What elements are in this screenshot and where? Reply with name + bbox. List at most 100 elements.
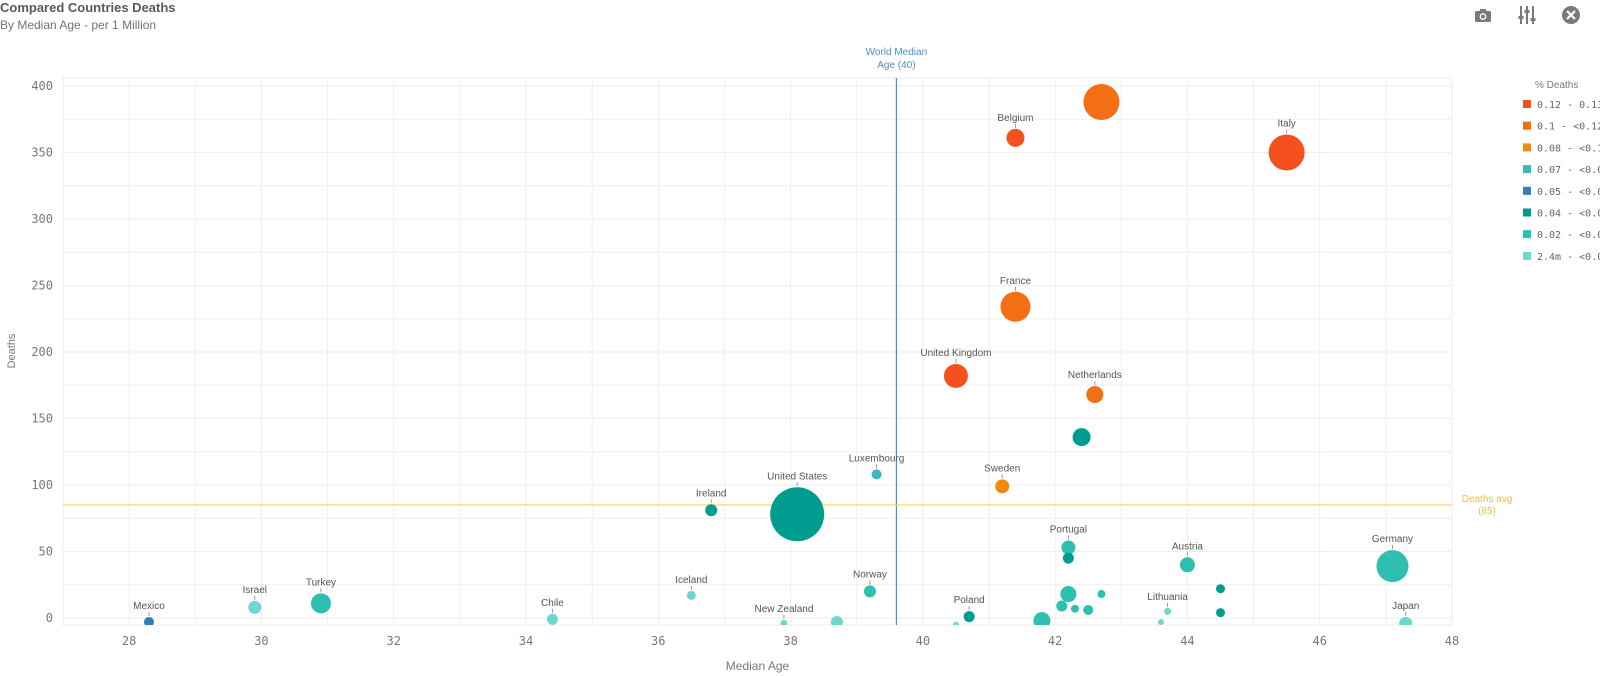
x-tick-label: 46 bbox=[1312, 634, 1326, 648]
deaths-avg-reference-label: Deaths avg bbox=[1462, 494, 1513, 505]
data-point[interactable] bbox=[1033, 612, 1051, 629]
data-point[interactable] bbox=[248, 600, 262, 614]
point-label: Mexico bbox=[133, 601, 165, 612]
camera-icon[interactable] bbox=[1472, 4, 1494, 26]
data-point[interactable] bbox=[1157, 618, 1164, 625]
data-point[interactable] bbox=[1216, 608, 1225, 618]
data-point[interactable] bbox=[310, 593, 331, 614]
x-tick-label: 44 bbox=[1180, 634, 1194, 648]
point-label: Israel bbox=[243, 585, 267, 596]
data-point[interactable] bbox=[1062, 552, 1074, 564]
data-point[interactable] bbox=[1164, 607, 1172, 615]
data-point[interactable] bbox=[1086, 386, 1104, 404]
points-group bbox=[143, 83, 1413, 630]
data-point[interactable] bbox=[863, 585, 876, 598]
median-age-reference-label: World Median bbox=[866, 47, 928, 58]
y-tick-label: 300 bbox=[31, 212, 53, 226]
x-tick-label: 34 bbox=[519, 634, 533, 648]
data-point[interactable] bbox=[1268, 134, 1305, 171]
legend-swatch bbox=[1523, 186, 1531, 195]
x-tick-label: 32 bbox=[386, 634, 400, 648]
data-point[interactable] bbox=[780, 619, 788, 627]
y-tick-label: 250 bbox=[31, 279, 53, 293]
data-point[interactable] bbox=[1216, 584, 1225, 594]
y-tick-label: 150 bbox=[31, 412, 53, 426]
legend-label: 0.12 - 0.13 bbox=[1537, 100, 1600, 111]
data-point[interactable] bbox=[1006, 128, 1025, 147]
x-tick-label: 28 bbox=[122, 634, 136, 648]
legend-swatch bbox=[1523, 230, 1531, 239]
data-point[interactable] bbox=[1376, 550, 1409, 583]
legend-swatch bbox=[1523, 165, 1531, 174]
y-axis-title: Deaths bbox=[6, 333, 18, 368]
data-point[interactable] bbox=[546, 613, 558, 625]
data-point[interactable] bbox=[943, 363, 968, 388]
legend-label: 0.05 - <0.07 bbox=[1537, 187, 1600, 198]
point-label: Belgium bbox=[997, 113, 1033, 124]
data-point[interactable] bbox=[1072, 428, 1091, 447]
y-tick-label: 50 bbox=[39, 545, 53, 559]
point-label: Poland bbox=[954, 595, 985, 606]
point-label: Japan bbox=[1392, 601, 1419, 612]
y-tick-label: 0 bbox=[46, 611, 53, 625]
point-label: Portugal bbox=[1050, 525, 1087, 536]
data-point[interactable] bbox=[686, 590, 696, 600]
y-tick-label: 400 bbox=[31, 79, 53, 93]
point-label: Ireland bbox=[696, 488, 727, 499]
point-label: Iceland bbox=[675, 575, 707, 586]
data-point[interactable] bbox=[1000, 291, 1031, 322]
deaths-avg-reference-label: (85) bbox=[1478, 506, 1496, 517]
point-label: Austria bbox=[1172, 541, 1204, 552]
data-point[interactable] bbox=[830, 615, 843, 628]
median-age-reference-label: Age (40) bbox=[877, 60, 915, 71]
point-label: Netherlands bbox=[1068, 370, 1122, 381]
x-tick-label: 30 bbox=[254, 634, 268, 648]
y-tick-label: 350 bbox=[31, 146, 53, 160]
data-point[interactable] bbox=[1060, 586, 1077, 603]
legend-label: 0.02 - <0.04 bbox=[1537, 230, 1600, 241]
legend-swatch bbox=[1523, 121, 1531, 130]
point-label: Luxembourg bbox=[849, 453, 905, 464]
x-axis-title: Median Age bbox=[726, 659, 790, 673]
legend-label: 0.08 - <0.1 bbox=[1537, 143, 1600, 154]
data-point[interactable] bbox=[770, 487, 825, 542]
data-point[interactable] bbox=[705, 504, 718, 517]
chart-title: Compared Countries Deaths bbox=[0, 0, 176, 15]
legend-label: 2.4m - <0.02 bbox=[1537, 252, 1600, 263]
y-tick-label: 200 bbox=[31, 345, 53, 359]
chart-subtitle: By Median Age - per 1 Million bbox=[0, 18, 157, 32]
point-label: Norway bbox=[853, 569, 887, 580]
x-tick-label: 40 bbox=[916, 634, 930, 648]
data-point[interactable] bbox=[871, 469, 882, 480]
data-point[interactable] bbox=[1056, 600, 1068, 612]
legend-swatch bbox=[1523, 100, 1531, 108]
point-label: Turkey bbox=[306, 577, 336, 588]
point-label: Lithuania bbox=[1147, 592, 1188, 603]
legend-label: 0.1 - <0.12 bbox=[1537, 122, 1600, 133]
data-point[interactable] bbox=[963, 611, 975, 623]
point-label: United States bbox=[767, 471, 827, 482]
data-point[interactable] bbox=[952, 621, 959, 628]
legend-label: 0.07 - <0.08 bbox=[1537, 165, 1600, 176]
data-point[interactable] bbox=[1083, 605, 1094, 616]
data-point[interactable] bbox=[1070, 604, 1079, 613]
point-label: Sweden bbox=[984, 463, 1020, 474]
data-point[interactable] bbox=[1083, 83, 1120, 120]
legend-label: 0.04 - <0.05 bbox=[1537, 209, 1600, 220]
point-label: France bbox=[1000, 276, 1032, 287]
point-label: Chile bbox=[541, 598, 564, 609]
point-label: Germany bbox=[1372, 534, 1413, 545]
close-icon[interactable] bbox=[1560, 4, 1582, 26]
data-point[interactable] bbox=[1097, 590, 1106, 599]
settings-sliders-icon[interactable] bbox=[1516, 4, 1538, 26]
point-label: Italy bbox=[1277, 119, 1295, 130]
data-point[interactable] bbox=[995, 479, 1010, 494]
data-point[interactable] bbox=[143, 616, 154, 627]
point-label: United Kingdom bbox=[920, 348, 991, 359]
data-point[interactable] bbox=[1179, 557, 1195, 573]
data-point[interactable] bbox=[1061, 540, 1076, 555]
x-tick-label: 48 bbox=[1445, 634, 1459, 648]
point-label: New Zealand bbox=[754, 604, 813, 615]
data-point[interactable] bbox=[1399, 616, 1413, 630]
legend-swatch bbox=[1523, 251, 1531, 260]
